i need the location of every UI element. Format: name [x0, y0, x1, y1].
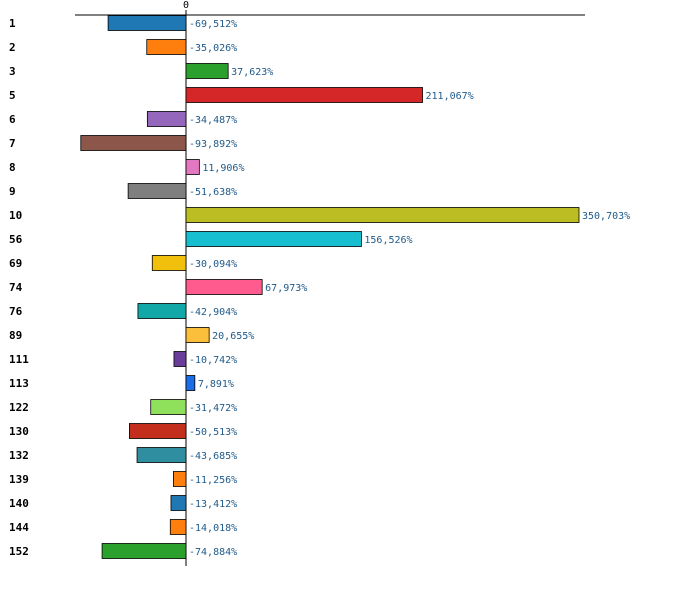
- value-label: -35,026%: [189, 43, 237, 54]
- bar: [80, 135, 187, 151]
- bar: [185, 231, 362, 247]
- category-label: 132: [9, 449, 29, 462]
- bar: [146, 39, 187, 55]
- category-label: 8: [9, 161, 16, 174]
- category-label: 56: [9, 233, 23, 246]
- bar: [173, 351, 187, 367]
- bar: [185, 327, 210, 343]
- bars-group: 1 -69,512% 2 -35,026% 3 37,623% 5 211,067% 6 -34,…: [9, 15, 630, 559]
- category-label: 139: [9, 473, 29, 486]
- bar: [170, 495, 187, 511]
- category-label: 69: [9, 257, 22, 270]
- bar: [146, 111, 187, 127]
- value-label: -43,685%: [189, 451, 237, 462]
- category-label: 111: [9, 353, 29, 366]
- value-label: 20,655%: [212, 331, 254, 342]
- category-label: 113: [9, 377, 29, 390]
- category-label: 130: [9, 425, 29, 438]
- value-label: -10,742%: [189, 355, 237, 366]
- category-label: 76: [9, 305, 23, 318]
- zero-tick-label: 0: [183, 0, 189, 11]
- category-label: 74: [9, 281, 23, 294]
- value-label: -13,412%: [189, 499, 237, 510]
- value-label: -74,884%: [189, 547, 237, 558]
- value-label: -11,256%: [189, 475, 237, 486]
- value-label: -93,892%: [189, 139, 237, 150]
- bar: [185, 159, 200, 175]
- value-label: 211,067%: [426, 91, 474, 102]
- value-label: -69,512%: [189, 19, 237, 30]
- category-label: 144: [9, 521, 29, 534]
- bar: [127, 183, 187, 199]
- category-label: 140: [9, 497, 29, 510]
- value-label: -30,094%: [189, 259, 237, 270]
- bar: [128, 423, 187, 439]
- bar: [185, 375, 196, 391]
- category-label: 5: [9, 89, 16, 102]
- value-label: 7,891%: [198, 379, 234, 390]
- bar: [136, 447, 187, 463]
- bar: [151, 255, 187, 271]
- value-label: -50,513%: [189, 427, 237, 438]
- value-label: -34,487%: [189, 115, 237, 126]
- bar: [137, 303, 187, 319]
- category-label: 2: [9, 41, 16, 54]
- bar: [185, 87, 423, 103]
- bar: [172, 471, 187, 487]
- category-label: 1: [9, 17, 16, 30]
- value-label: 156,526%: [364, 235, 412, 246]
- value-label: 67,973%: [265, 283, 307, 294]
- bar: [169, 519, 187, 535]
- category-label: 3: [9, 65, 16, 78]
- value-label: 350,703%: [582, 211, 630, 222]
- category-label: 152: [9, 545, 29, 558]
- category-label: 10: [9, 209, 22, 222]
- value-label: -31,472%: [189, 403, 237, 414]
- value-label: -51,638%: [189, 187, 237, 198]
- value-label: -42,904%: [189, 307, 237, 318]
- bar: [101, 543, 187, 559]
- bar: [185, 63, 229, 79]
- value-label: 37,623%: [231, 67, 273, 78]
- value-label: 11,906%: [202, 163, 244, 174]
- category-label: 89: [9, 329, 22, 342]
- bar: [185, 207, 580, 223]
- category-label: 7: [9, 137, 16, 150]
- value-label: -14,018%: [189, 523, 237, 534]
- category-label: 6: [9, 113, 16, 126]
- bar: [150, 399, 187, 415]
- category-label: 9: [9, 185, 16, 198]
- category-label: 122: [9, 401, 29, 414]
- bar: [185, 279, 263, 295]
- bar: [107, 15, 187, 31]
